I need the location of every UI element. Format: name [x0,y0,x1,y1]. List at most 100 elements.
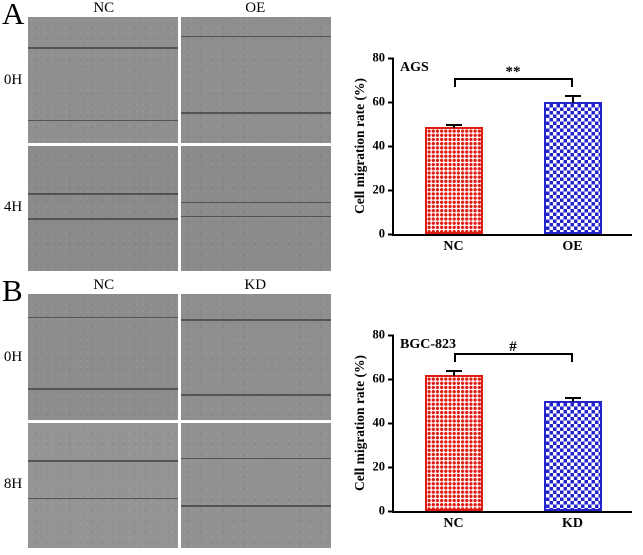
x-category-label: NC [443,239,464,254]
scratch-line [181,505,331,507]
y-axis-label: Cell migration rate (%) [352,77,367,215]
row-label-0h: 0H [3,72,23,88]
y-tick-mark [388,233,394,235]
panel-b: B NC KD 0H 8H [0,273,643,555]
bar-fill [424,127,483,234]
bar-nc [424,58,483,234]
scratch-line [28,47,178,49]
scratch-line [28,119,178,122]
micrograph-0h-oe [181,17,331,143]
y-tick-mark [388,378,394,380]
bar-fill [424,374,483,511]
scratch-line [181,112,331,114]
micrograph-8h-kd [181,422,331,548]
panel-a: A NC OE 0H 4H [0,0,643,271]
y-tick-mark [388,189,394,191]
y-tick-label: 60 [372,371,386,386]
panel-label-a: A [2,0,25,31]
column-headers: NC OE [28,0,331,16]
y-tick-mark [388,510,394,512]
y-tick-label: 60 [372,94,386,109]
column-header-oe: OE [245,0,266,16]
scratch-line [28,218,178,220]
bar-chart-bgc823: Cell migration rate (%) BGC-823 0 20 40 60 8… [346,305,643,541]
bar-chart-ags: Cell migration rate (%) AGS 0 20 40 60 80 NC O… [346,28,643,264]
error-bar-stem [452,372,455,376]
y-tick: 60 [372,371,394,387]
y-tick-mark [388,145,394,147]
error-bar-cap [564,397,581,400]
error-bar-cap [445,370,462,373]
error-bar-stem [571,399,574,402]
y-tick: 40 [372,138,394,154]
y-tick-label: 20 [372,459,386,474]
plot-area: BGC-823 0 20 40 60 80 NC KD # [373,328,632,531]
error-bar-cap [445,123,462,126]
scratch-line [181,319,331,321]
y-tick: 0 [379,227,394,242]
y-tick-mark [388,422,394,424]
error-bar-cap [564,94,581,97]
microscopy-grid [28,294,331,548]
scratch-line [28,497,178,500]
scratch-line [181,215,331,218]
y-tick: 60 [372,94,394,110]
y-tick: 80 [372,50,394,66]
y-tick-label: 80 [372,50,386,65]
bar-nc [424,335,483,511]
micrograph-0h-nc [28,17,178,143]
y-tick-mark [388,101,394,103]
error-bar-stem [452,125,455,129]
y-tick-mark [388,466,394,468]
x-category-label: KD [562,516,583,531]
error-bar-stem [571,96,574,103]
y-tick-mark [388,334,394,336]
y-tick-label: 40 [372,138,386,153]
plot-area: AGS 0 20 40 60 80 NC OE ** [373,51,632,254]
y-tick-label: 20 [372,182,386,197]
micrograph-0h-kd [181,294,331,420]
scratch-line [28,316,178,319]
scratch-line [181,394,331,396]
y-tick-label: 0 [378,503,385,518]
scratch-line [28,388,178,390]
significance-label: # [509,339,517,356]
y-tick: 20 [372,182,394,198]
scratch-line [28,460,178,462]
y-tick: 80 [373,328,394,343]
microscopy-grid [28,17,331,271]
row-label-8h: 8H [3,476,23,492]
column-header-kd: KD [244,277,267,293]
micrograph-4h-nc [28,145,178,271]
chart-title: BGC-823 [400,337,456,352]
row-labels: 0H 8H [0,294,26,548]
micrograph-0h-nc [28,294,178,420]
bar-fill [543,401,602,511]
row-label-0h: 0H [3,349,23,365]
x-category-label: NC [443,516,464,531]
y-tick-label: 0 [378,226,385,241]
column-header-nc: NC [93,277,115,293]
y-tick: 40 [372,415,394,431]
significance-bracket: # [453,339,573,363]
row-labels: 0H 4H [0,17,26,271]
error-bar [445,370,462,376]
chart-title: AGS [400,60,429,75]
scratch-line [181,35,331,38]
panel-label-b: B [2,273,23,308]
significance-label: ** [505,63,521,80]
scratch-line [181,201,331,204]
scratch-line [181,457,331,460]
column-headers: NC KD [28,277,331,293]
error-bar [445,123,462,129]
y-tick-mark [388,57,394,59]
row-label-4h: 4H [3,199,23,215]
error-bar [564,397,581,402]
y-tick-label: 40 [372,415,386,430]
y-tick: 20 [372,459,394,475]
significance-bracket: ** [453,64,573,87]
y-axis-label: Cell migration rate (%) [352,354,367,492]
bar-fill [543,102,602,234]
column-header-nc: NC [93,0,115,16]
